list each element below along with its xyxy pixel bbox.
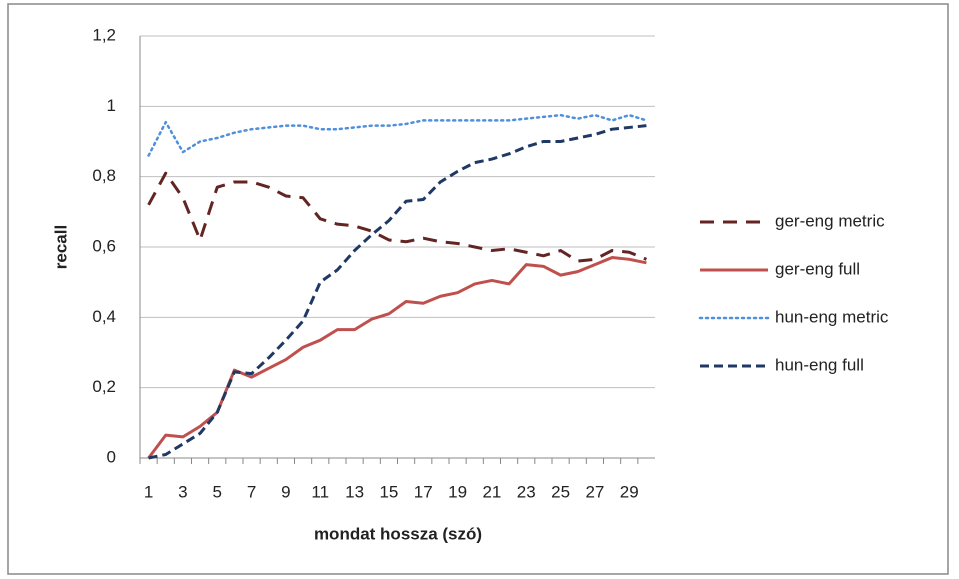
chart-frame — [7, 3, 949, 575]
x-tick-label: 13 — [345, 482, 364, 501]
y-tick-label: 0,8 — [92, 166, 116, 185]
series-line — [147, 256, 647, 459]
x-tick-label: 3 — [178, 482, 187, 501]
x-tick-label: 17 — [414, 482, 433, 501]
y-tick-label: 0,2 — [92, 377, 116, 396]
x-tick-label: 11 — [311, 482, 329, 501]
x-axis-title: mondat hossza (szó) — [314, 524, 482, 543]
legend-label: hun-eng full — [775, 355, 864, 374]
y-tick-label: 1,2 — [92, 25, 116, 44]
x-tick-label: 19 — [448, 482, 467, 501]
x-tick-label: 23 — [517, 482, 536, 501]
x-tick-label: 1 — [144, 482, 153, 501]
series-line — [148, 124, 647, 460]
x-tick-label: 21 — [482, 482, 501, 501]
x-tick-label: 9 — [281, 482, 290, 501]
y-tick-label: 0,6 — [92, 236, 116, 255]
x-tick-label: 7 — [247, 482, 256, 501]
x-tick-label: 29 — [620, 482, 639, 501]
series-line — [147, 171, 647, 263]
legend-label: hun-eng metric — [775, 307, 889, 326]
y-axis-title: recall — [51, 225, 70, 269]
x-tick-label: 5 — [213, 482, 222, 501]
x-tick-label: 27 — [585, 482, 604, 501]
y-tick-label: 0 — [107, 447, 116, 466]
legend-label: ger-eng metric — [775, 211, 885, 230]
legend-label: ger-eng full — [775, 259, 860, 278]
x-tick-label: 15 — [379, 482, 398, 501]
series-line — [147, 113, 648, 157]
x-tick-label: 25 — [551, 482, 570, 501]
y-tick-label: 0,4 — [92, 307, 116, 326]
y-tick-label: 1 — [107, 96, 116, 115]
